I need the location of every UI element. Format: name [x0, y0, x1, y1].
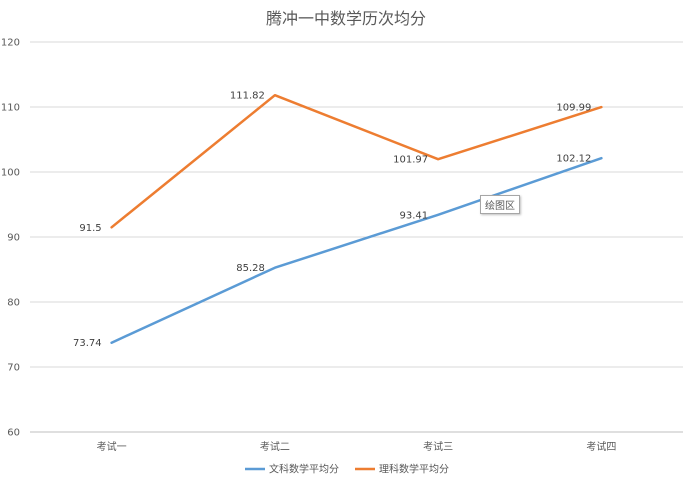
x-tick-label: 考试二 — [260, 440, 290, 453]
gridlines — [30, 41, 683, 433]
y-tick-label: 100 — [1, 168, 20, 179]
data-label: 102.12 — [556, 154, 591, 165]
y-tick-label: 110 — [1, 103, 20, 114]
data-label: 93.41 — [399, 210, 428, 221]
legend-label: 文科数学平均分 — [269, 463, 339, 476]
y-tick-label: 90 — [7, 233, 20, 244]
y-tick-label: 80 — [7, 298, 20, 309]
chart-title: 腾冲一中数学历次均分 — [266, 9, 426, 28]
data-label: 85.28 — [236, 263, 265, 274]
data-label: 101.97 — [393, 155, 428, 166]
x-axis: 考试一 考试二 考试三 考试四 — [97, 440, 617, 453]
legend-label: 理科数学平均分 — [379, 463, 449, 476]
y-tick-label: 70 — [7, 363, 20, 374]
x-tick-label: 考试三 — [423, 440, 453, 453]
plot-area-tooltip: 绘图区 — [480, 195, 520, 214]
series-layer — [110, 93, 603, 344]
x-tick-label: 考试一 — [97, 440, 127, 453]
series-line-2 — [110, 93, 603, 229]
data-labels: 73.74 85.28 93.41 102.12 91.5 111.82 101.97 109… — [73, 91, 591, 350]
legend: 文科数学平均分 理科数学平均分 — [245, 463, 449, 476]
data-label: 73.74 — [73, 338, 102, 349]
series-line-1 — [110, 156, 603, 344]
y-axis: 60 70 80 90 100 110 120 — [1, 38, 20, 439]
y-tick-label: 120 — [1, 38, 20, 49]
data-label: 109.99 — [556, 103, 591, 114]
data-label: 111.82 — [230, 91, 265, 102]
x-tick-label: 考试四 — [586, 440, 616, 453]
data-label: 91.5 — [79, 223, 101, 234]
y-tick-label: 60 — [7, 428, 20, 439]
